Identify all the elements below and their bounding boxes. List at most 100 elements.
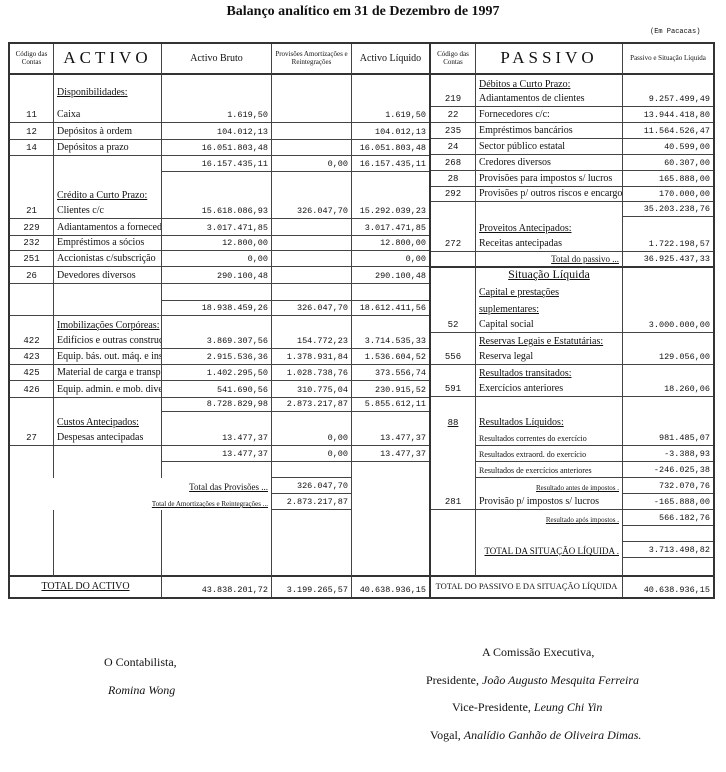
passivo-row-item: 272 Receitas antecipadas 1.722.198,57 [431, 236, 713, 252]
account-label: Depósitos a prazo [54, 140, 162, 156]
passivo-row-item: 28 Provisões para impostos s/ lucros 165.8… [431, 171, 713, 187]
account-code: 235 [431, 123, 476, 139]
provisoes-amortizacoes [272, 267, 352, 284]
provisoes-amortizacoes: 154.772,23 [272, 333, 352, 349]
account-label [476, 558, 623, 577]
account-code [431, 478, 476, 494]
passivo-row-header: Proveitos Antecipados: [431, 217, 713, 236]
passivo-value [623, 333, 713, 349]
passivo-row-header: 88 Resultados Líquidos: [431, 412, 713, 430]
account-label: Crédito a Curto Prazo: [54, 172, 162, 203]
activo-liquido [352, 510, 429, 577]
activo-liquido: 3.017.471,85 [352, 219, 429, 236]
activo-bruto: 541.690,56 [162, 381, 272, 398]
activo-bruto: 3.017.471,85 [162, 219, 272, 236]
account-code [431, 284, 476, 300]
activo-liquido [352, 412, 429, 430]
account-code: 556 [431, 349, 476, 365]
account-code [10, 301, 54, 316]
activo-row-subtotal: 13.477,37 0,00 13.477,37 [10, 446, 429, 462]
activo-row-item: 12 Depósitos à ordem 104.012,13 104.012,13 [10, 123, 429, 140]
passivo-value: 3.713.498,82 [623, 542, 713, 558]
total-activo-liquido: 40.638.936,15 [359, 585, 426, 595]
passivo-row-item: 22 Fornecedores c/c: 13.944.418,80 [431, 107, 713, 123]
activo-liquido: 1.619,50 [352, 100, 429, 123]
header-code: Código das Contas [10, 44, 54, 75]
activo-row-header: Imobilizações Corpóreas: [10, 316, 429, 333]
account-label: Provisão p/ impostos s/ lucros [476, 494, 623, 510]
account-code [431, 430, 476, 446]
account-label: Resultados de exercícios anteriores [476, 462, 623, 478]
activo-liquido: 16.051.803,48 [352, 140, 429, 156]
activo-liquido: 16.157.435,11 [352, 156, 429, 172]
account-code [431, 333, 476, 349]
provisoes-amortizacoes: 0,00 [272, 430, 352, 446]
activo-bruto: 0,00 [162, 251, 272, 267]
passivo-row-item: 292 Provisões p/ outros riscos e encargos… [431, 187, 713, 202]
activo-liquido [352, 284, 429, 301]
activo-liquido: 12.800,00 [352, 236, 429, 251]
account-label: Reservas Legais e Estatutárias: [476, 333, 623, 349]
passivo-value [623, 412, 713, 430]
account-code: 268 [431, 155, 476, 171]
account-code [10, 316, 54, 333]
passivo-row-item: 281 Provisão p/ impostos s/ lucros -165.88… [431, 494, 713, 510]
activo-liquido: 5.855.612,11 [352, 398, 429, 412]
activo-bruto [162, 462, 272, 478]
passivo-value [623, 558, 713, 577]
passivo-value: 11.564.526,47 [623, 123, 713, 139]
account-label: Empréstimos bancários [476, 123, 623, 139]
account-code: 21 [10, 203, 54, 219]
president-line: Presidente, João Augusto Mesquita Ferrei… [426, 673, 639, 688]
account-label: Devedores diversos [54, 267, 162, 284]
vice-role: Vice-Presidente, [452, 700, 531, 714]
account-code [431, 542, 476, 558]
activo-bruto: 104.012,13 [162, 123, 272, 140]
account-label: Material de carga e transporte [54, 365, 162, 381]
vice-line: Vice-Presidente, Leung Chi Yin [452, 700, 602, 715]
header-code: Código das Contas [431, 44, 476, 75]
activo-row-header: Crédito a Curto Prazo: [10, 172, 429, 203]
passivo-value [623, 217, 713, 236]
passivo-header-row: Código das Contas PASSIVO Passivo e Situ… [431, 44, 713, 75]
activo-bruto: 13.477,37 [162, 446, 272, 462]
account-code [10, 510, 54, 577]
activo-liquido [352, 462, 429, 478]
passivo-row-item: 24 Sector público estatal 40.599,00 [431, 139, 713, 155]
account-label [476, 202, 623, 217]
activo-row-blank [10, 462, 429, 478]
activo-row-header: Custos Antecipados: [10, 412, 429, 430]
account-code: 251 [10, 251, 54, 267]
provisoes-amortizacoes: 2.873.217,87 [272, 494, 352, 510]
activo-row-item: 14 Depósitos a prazo 16.051.803,48 16.051.8… [10, 140, 429, 156]
account-label: Clientes c/c [54, 203, 162, 219]
account-code: 26 [10, 267, 54, 284]
header-activo: ACTIVO [54, 44, 162, 75]
account-code [431, 202, 476, 217]
passivo-row-item: 268 Credores diversos 60.307,00 [431, 155, 713, 171]
activo-bruto: 18.938.459,26 [162, 301, 272, 316]
vogal-name: Analídio Ganhão de Oliveira Dimas. [463, 728, 642, 742]
account-code [10, 462, 54, 478]
activo-liquido: 0,00 [352, 251, 429, 267]
provisoes-amortizacoes: 310.775,04 [272, 381, 352, 398]
account-label [54, 284, 162, 301]
account-code [431, 462, 476, 478]
activo-liquido: 18.612.411,56 [352, 301, 429, 316]
account-label: Sector público estatal [476, 139, 623, 155]
total-passivo-value: 40.638.936,15 [643, 585, 710, 595]
account-code [431, 526, 476, 542]
passivo-total-row: TOTAL DO PASSIVO E DA SITUAÇÃO LÍQUIDA 40… [431, 577, 713, 597]
passivo-row-header: Resultados transitados: [431, 365, 713, 381]
provisoes-amortizacoes [272, 412, 352, 430]
account-code [431, 252, 476, 268]
passivo-value [623, 397, 713, 412]
activo-liquido: 13.477,37 [352, 430, 429, 446]
passivo-value: -246.025,38 [623, 462, 713, 478]
provisoes-amortizacoes [272, 236, 352, 251]
activo-row-total-small: Total de Amortizações e Reintegrações ..… [10, 494, 429, 510]
